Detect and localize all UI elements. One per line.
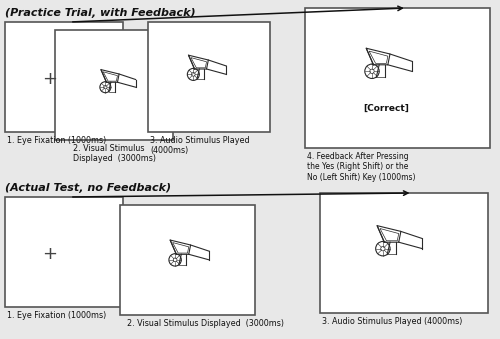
Text: (Actual Test, no Feedback): (Actual Test, no Feedback) — [5, 183, 171, 193]
Text: 4. Feedback After Pressing
the Yes (Right Shift) or the
No (Left Shift) Key (100: 4. Feedback After Pressing the Yes (Righ… — [307, 152, 416, 182]
Text: 1. Eye Fixation (1000ms): 1. Eye Fixation (1000ms) — [7, 311, 106, 320]
Text: 1. Eye Fixation (1000ms): 1. Eye Fixation (1000ms) — [7, 136, 106, 145]
Text: 3. Audio Stimulus Played
(4000ms): 3. Audio Stimulus Played (4000ms) — [150, 136, 250, 155]
Text: (Practice Trial, with Feedback): (Practice Trial, with Feedback) — [5, 8, 196, 18]
Text: 2. Visual Stimulus
Displayed  (3000ms): 2. Visual Stimulus Displayed (3000ms) — [72, 144, 156, 163]
Bar — [55, 30, 173, 140]
Text: [Correct]: [Correct] — [364, 104, 410, 113]
Text: 2. Visual Stimulus Displayed  (3000ms): 2. Visual Stimulus Displayed (3000ms) — [127, 319, 284, 328]
Text: +: + — [42, 70, 58, 88]
Bar — [305, 8, 490, 148]
Bar — [5, 22, 123, 132]
Bar — [5, 197, 123, 307]
Text: 3. Audio Stimulus Played (4000ms): 3. Audio Stimulus Played (4000ms) — [322, 317, 462, 326]
Bar — [148, 22, 270, 132]
Bar — [120, 205, 255, 315]
Bar — [320, 193, 488, 313]
Text: +: + — [42, 245, 58, 263]
